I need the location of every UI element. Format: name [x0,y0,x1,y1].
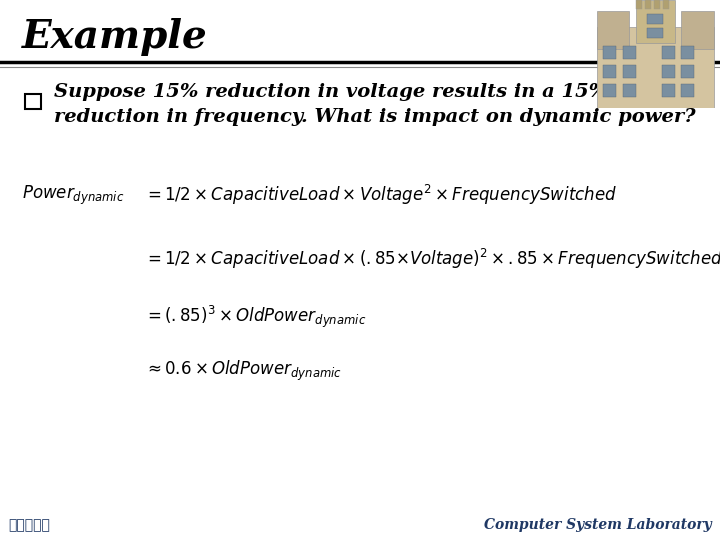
Bar [647,14,663,24]
Bar [662,84,675,97]
Bar [623,84,636,97]
FancyBboxPatch shape [25,94,41,109]
Bar [623,65,636,78]
Bar [603,84,616,97]
Bar [597,27,714,108]
Bar [681,84,694,97]
Text: Suppose 15% reduction in voltage results in a 15%: Suppose 15% reduction in voltage results… [54,83,607,102]
Bar [645,0,652,9]
Text: reduction in frequency. What is impact on dynamic power?: reduction in frequency. What is impact o… [54,108,696,126]
Text: $\approx 0.6 \times OldPower_{dynamic}$: $\approx 0.6 \times OldPower_{dynamic}$ [144,359,342,383]
Text: Example: Example [22,18,207,56]
Bar [636,0,675,43]
Bar [603,46,616,59]
Bar [603,65,616,78]
Bar [654,0,660,9]
Bar [681,65,694,78]
Bar [662,65,675,78]
Bar [623,46,636,59]
Bar [647,28,663,38]
Bar [681,46,694,59]
Text: $Power_{dynamic}$: $Power_{dynamic}$ [22,184,124,207]
Text: $= 1/2 \times CapacitiveLoad \times Voltage^{2} \times FrequencySwitched$: $= 1/2 \times CapacitiveLoad \times Volt… [144,184,617,207]
Bar [597,11,629,49]
Bar [662,46,675,59]
Text: $= (.85)^{3} \times OldPower_{dynamic}$: $= (.85)^{3} \times OldPower_{dynamic}$ [144,304,366,330]
Text: 高麗大學校: 高麗大學校 [9,518,50,532]
Text: Computer System Laboratory: Computer System Laboratory [484,518,711,532]
Bar [636,0,642,9]
Bar [663,0,670,9]
Bar [681,11,714,49]
Text: $= 1/2 \times CapacitiveLoad \times (.85{\times}Voltage)^{2} \times .85 \times F: $= 1/2 \times CapacitiveLoad \times (.85… [144,247,720,271]
